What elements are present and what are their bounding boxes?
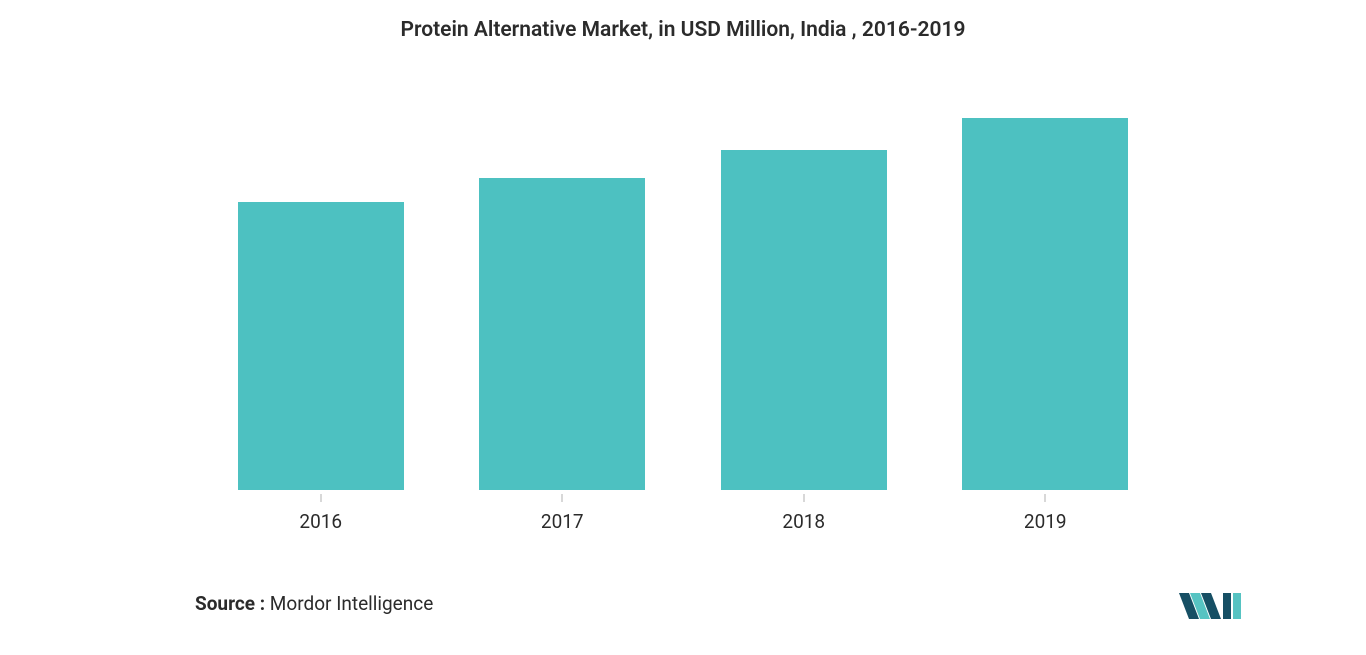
axis-tick — [803, 494, 804, 502]
x-axis-label: 2017 — [479, 494, 645, 533]
source-attribution: Source : Mordor Intelligence — [195, 592, 433, 615]
axis-tick — [1045, 494, 1046, 502]
bar-wrap — [721, 150, 887, 490]
x-axis-labels: 2016 2017 2018 2019 — [200, 494, 1166, 533]
chart-title: Protein Alternative Market, in USD Milli… — [0, 18, 1366, 42]
chart-plot-area — [200, 90, 1166, 490]
x-axis-label: 2018 — [721, 494, 887, 533]
bar — [479, 178, 645, 490]
bar-wrap — [962, 118, 1128, 490]
x-axis-label: 2016 — [238, 494, 404, 533]
bar — [962, 118, 1128, 490]
axis-tick — [320, 494, 321, 502]
axis-tick — [562, 494, 563, 502]
bar-wrap — [479, 178, 645, 490]
bar-wrap — [238, 202, 404, 490]
bar — [721, 150, 887, 490]
brand-logo — [1179, 589, 1241, 627]
x-axis-label: 2019 — [962, 494, 1128, 533]
bar — [238, 202, 404, 490]
source-label: Source : — [195, 592, 265, 615]
source-text: Mordor Intelligence — [265, 592, 433, 615]
